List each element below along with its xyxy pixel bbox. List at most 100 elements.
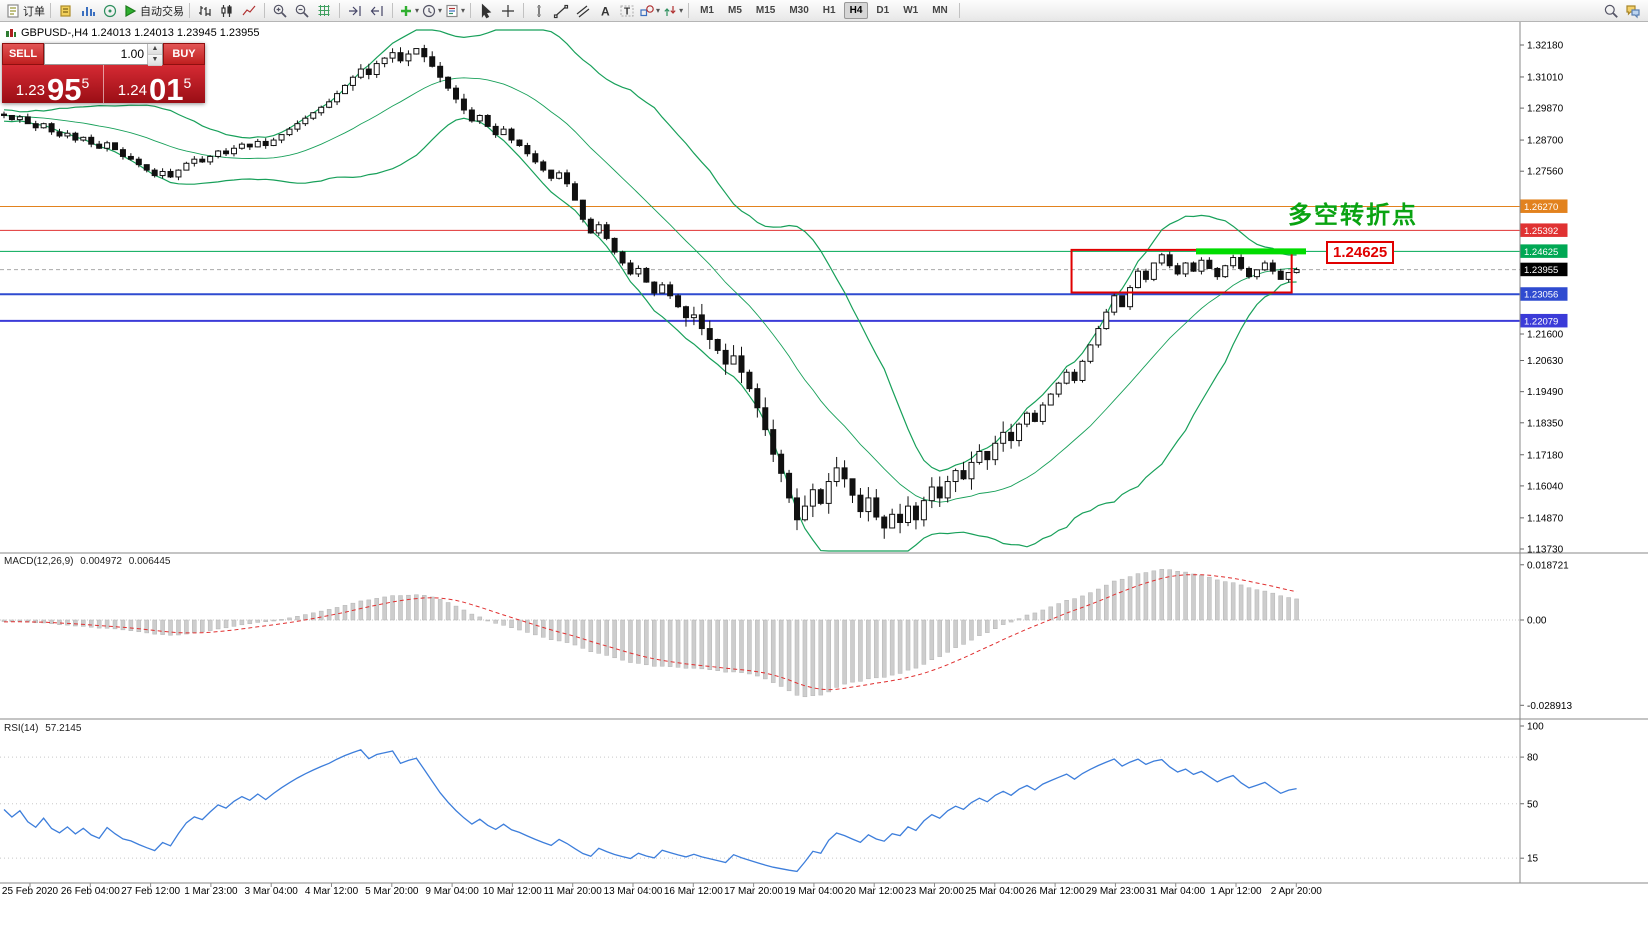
timeframe-m30-button[interactable]: M30 (789, 5, 809, 16)
toolbar: 订单 自动交易 ▾ ▾ ▾ A T ▾ ▾ M1 M5 M15 M30 H1 H4 D1 W1 MN (0, 0, 1648, 22)
candle-body (897, 513, 904, 524)
volume-value[interactable]: 1.00 (120, 47, 144, 61)
candle-body (167, 170, 174, 178)
rsi-name: RSI(14) (4, 723, 39, 734)
crosshair-button[interactable] (498, 1, 518, 20)
trendline-button[interactable] (551, 1, 571, 20)
timeframe-h1-button[interactable]: H1 (822, 5, 836, 16)
price-tick-label: 1.20630 (1527, 356, 1564, 367)
chart-shift-icon (369, 3, 385, 19)
candle-body (223, 150, 230, 155)
buy-price-main: 01 (148, 71, 184, 107)
volume-up-button[interactable]: ▲ (148, 44, 162, 55)
grid-button[interactable] (314, 1, 334, 20)
candle-body (112, 142, 119, 151)
label-icon: T (619, 3, 635, 19)
crosshair-icon (500, 3, 516, 19)
candle-body (1016, 423, 1023, 442)
timeframe-d1-button[interactable]: D1 (876, 5, 890, 16)
arrows-button[interactable]: ▾ (662, 1, 683, 20)
vline-button[interactable] (529, 1, 549, 20)
candle-body (175, 169, 182, 178)
bar-chart-button[interactable] (195, 1, 215, 20)
price-badge (1520, 223, 1568, 237)
buy-button[interactable]: BUY (163, 43, 205, 65)
candle-body (421, 48, 428, 58)
price-badge-text: 1.23056 (1524, 290, 1558, 301)
trendline-icon (553, 3, 569, 19)
candle-body (119, 149, 126, 157)
shapes-button[interactable]: ▾ (639, 1, 660, 20)
search-button[interactable] (1601, 1, 1621, 20)
timeframe-m5-button[interactable]: M5 (727, 5, 742, 16)
market-watch-button[interactable] (78, 1, 98, 20)
macd-value-signal: 0.006445 (128, 556, 171, 567)
zoom-out-button[interactable] (292, 1, 312, 20)
candle-body (1190, 262, 1197, 272)
candle-body (1095, 328, 1102, 346)
timeframe-h4-button[interactable]: H4 (843, 2, 869, 19)
breakout-level-label[interactable]: 1.24625 (1326, 241, 1395, 264)
candlestick-button[interactable] (217, 1, 237, 20)
candle-body (984, 450, 991, 461)
new-order-button[interactable] (56, 1, 76, 20)
cursor-button[interactable] (476, 1, 496, 20)
navigator-button[interactable] (100, 1, 120, 20)
date-tick-label: 26 Feb 04:00 (61, 886, 120, 897)
candle-body (1174, 265, 1181, 275)
candle-body (587, 218, 594, 234)
chevron-down-icon[interactable]: ▾ (461, 6, 466, 15)
one-click-trading-panel: SELL 1.00 ▲ ▼ BUY 1.23 95 5 1.24 01 5 (2, 43, 205, 107)
timeframe-mn-button[interactable]: MN (932, 5, 948, 16)
candle-body (714, 338, 721, 351)
candle-body (833, 467, 840, 483)
autotrade-button[interactable]: 自动交易 (122, 1, 184, 20)
auto-scroll-button[interactable] (345, 1, 365, 20)
text-button[interactable]: A (595, 1, 615, 20)
candle-body (151, 169, 158, 177)
buy-price-sup: 5 (183, 75, 192, 91)
chevron-down-icon[interactable]: ▾ (679, 6, 684, 15)
zoom-in-button[interactable] (270, 1, 290, 20)
sell-button[interactable]: SELL (2, 43, 44, 65)
timeframe-m1-button[interactable]: M1 (700, 5, 714, 16)
candle-body (48, 123, 55, 133)
sell-price[interactable]: 1.23 95 5 (2, 65, 104, 105)
toolbar-right-group (1600, 1, 1644, 20)
indicators-add-button[interactable]: ▾ (398, 1, 419, 20)
templates-button[interactable]: ▾ (444, 1, 465, 20)
candle-body (1008, 431, 1015, 442)
timeframe-m15-button[interactable]: M15 (755, 5, 776, 16)
date-tick-label: 3 Mar 04:00 (245, 886, 299, 897)
chart-shift-button[interactable] (367, 1, 387, 20)
candle-body (8, 114, 15, 121)
line-chart-button[interactable] (239, 1, 259, 20)
candle-body (468, 109, 475, 122)
timeframe-w1-button[interactable]: W1 (903, 5, 919, 16)
arrows-icon (662, 3, 678, 19)
volume-down-button[interactable]: ▼ (148, 55, 162, 66)
buy-price[interactable]: 1.24 01 5 (104, 65, 205, 107)
periods-button[interactable]: ▾ (421, 1, 442, 20)
chat-button[interactable] (1623, 1, 1643, 20)
chevron-down-icon[interactable]: ▾ (656, 6, 661, 15)
candle-body (1142, 270, 1149, 280)
candle-body (88, 136, 95, 145)
candle-body (1119, 295, 1126, 308)
svg-text:0.018721: 0.018721 (1527, 560, 1569, 571)
turning-point-annotation[interactable]: 多空转折点 (1288, 202, 1418, 229)
candle-body (453, 87, 460, 100)
candle-body (801, 505, 808, 521)
channel-button[interactable] (573, 1, 593, 20)
candle-body (397, 52, 404, 62)
candle-body (104, 142, 111, 149)
range-box[interactable] (1070, 248, 1293, 294)
order-doc-button[interactable]: 订单 (5, 1, 45, 20)
svg-text:50: 50 (1527, 799, 1539, 810)
volume-stepper[interactable]: 1.00 ▲ ▼ (44, 43, 163, 66)
chevron-down-icon[interactable]: ▾ (438, 6, 443, 15)
label-button[interactable]: T (617, 1, 637, 20)
candle-body (1000, 431, 1007, 444)
chevron-down-icon[interactable]: ▾ (415, 6, 420, 15)
